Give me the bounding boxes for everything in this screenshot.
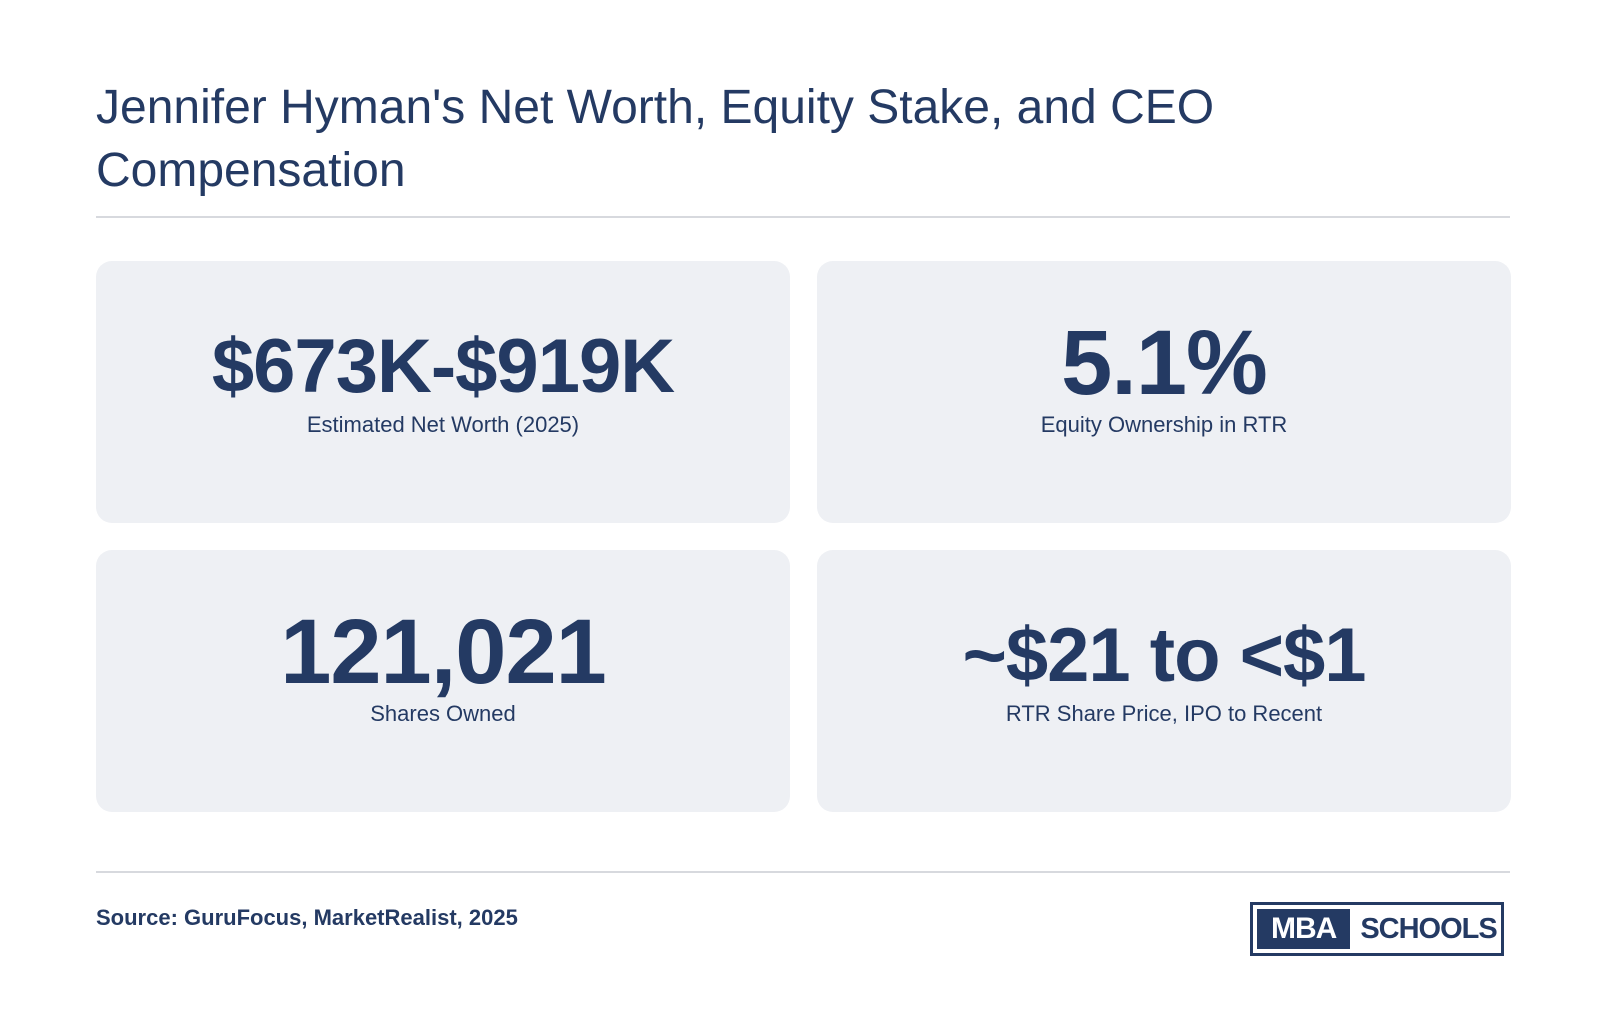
stat-label: Equity Ownership in RTR [1040, 412, 1288, 437]
footer-divider [96, 871, 1510, 873]
stat-value: 121,021 [280, 601, 607, 703]
stat-label: Estimated Net Worth (2025) [306, 412, 580, 437]
source-citation: Source: GuruFocus, MarketRealist, 2025 [96, 905, 518, 930]
stat-value: $673K-$919K [211, 324, 675, 409]
mba-schools-logo: MBA SCHOOLS [1250, 902, 1504, 956]
stat-card-share-price: ~$21 to <$1 RTR Share Price, IPO to Rece… [817, 550, 1511, 812]
page-title: Jennifer Hyman's Net Worth, Equity Stake… [96, 81, 1215, 197]
stat-value: ~$21 to <$1 [962, 613, 1366, 698]
logo-mba-text: MBA [1257, 909, 1351, 949]
stat-label: RTR Share Price, IPO to Recent [1005, 701, 1323, 726]
stat-card-shares-owned: 121,021 Shares Owned [96, 550, 790, 812]
stat-value: 5.1% [1061, 312, 1268, 414]
logo-schools-text: SCHOOLS [1360, 913, 1497, 945]
stat-card-net-worth: $673K-$919K Estimated Net Worth (2025) [96, 261, 790, 523]
stat-card-equity-ownership: 5.1% Equity Ownership in RTR [817, 261, 1511, 523]
header-divider [96, 216, 1510, 218]
stat-label: Shares Owned [370, 701, 516, 726]
